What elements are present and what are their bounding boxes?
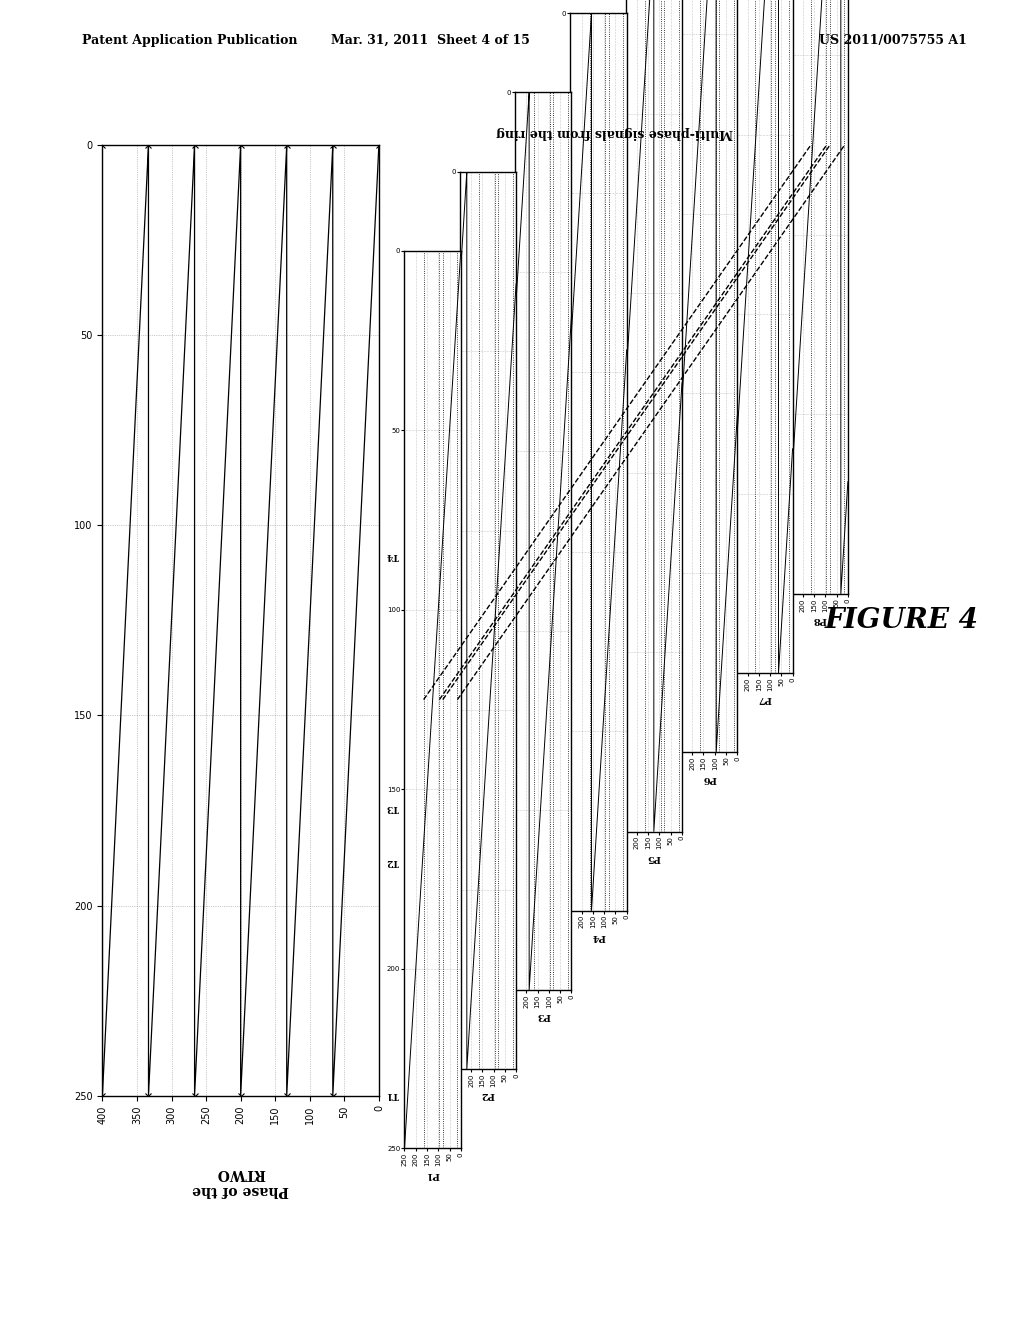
Text: Mar. 31, 2011  Sheet 4 of 15: Mar. 31, 2011 Sheet 4 of 15: [331, 33, 529, 46]
Text: P3: P3: [537, 1011, 550, 1020]
Text: Phase of the
RTWO: Phase of the RTWO: [193, 1167, 289, 1196]
Text: P8: P8: [813, 615, 826, 624]
Text: P4: P4: [592, 932, 605, 941]
Text: P2: P2: [481, 1090, 495, 1100]
Text: T4: T4: [386, 552, 399, 561]
Text: P6: P6: [702, 774, 716, 783]
Text: T2: T2: [386, 857, 399, 866]
Text: T3: T3: [386, 803, 399, 812]
Text: US 2011/0075755 A1: US 2011/0075755 A1: [819, 33, 967, 46]
Text: P7: P7: [758, 694, 771, 704]
Text: Multi-phase signals from the ring: Multi-phase signals from the ring: [496, 125, 733, 139]
Text: P5: P5: [647, 853, 660, 862]
Text: Patent Application Publication: Patent Application Publication: [82, 33, 297, 46]
Text: T1: T1: [386, 1090, 399, 1100]
Text: P1: P1: [426, 1170, 439, 1179]
Text: FIGURE 4: FIGURE 4: [824, 607, 978, 634]
